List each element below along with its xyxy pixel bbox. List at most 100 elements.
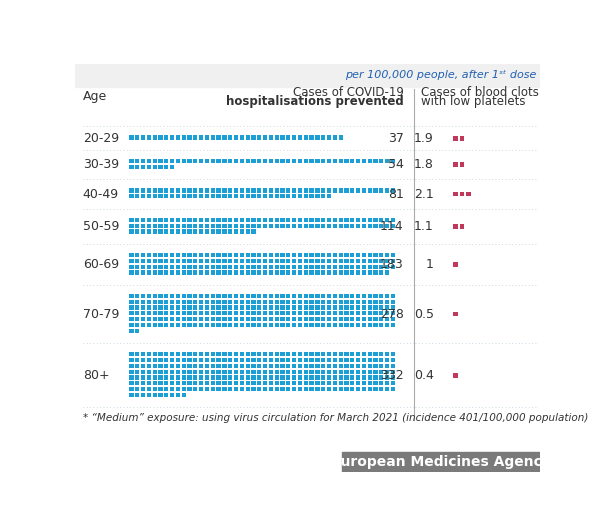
Bar	[315, 305, 320, 310]
Bar	[182, 218, 186, 222]
Bar	[245, 188, 250, 192]
Bar	[176, 393, 180, 397]
Bar	[362, 188, 366, 192]
Bar	[350, 387, 355, 391]
Bar	[182, 311, 186, 315]
Bar	[275, 311, 279, 315]
Bar	[146, 165, 151, 169]
Bar	[135, 218, 139, 222]
Bar	[251, 229, 256, 234]
Bar	[193, 194, 197, 198]
Bar	[152, 253, 157, 257]
Bar	[141, 188, 145, 192]
Bar	[310, 264, 314, 269]
Bar	[292, 317, 296, 321]
Bar	[222, 364, 227, 368]
Bar	[158, 270, 163, 275]
Bar	[146, 364, 151, 368]
Bar	[298, 135, 302, 139]
Bar	[164, 299, 169, 304]
Bar	[275, 224, 279, 228]
Bar	[164, 229, 169, 234]
Bar	[373, 387, 377, 391]
Bar	[310, 369, 314, 374]
Bar	[338, 358, 343, 362]
Bar	[280, 352, 284, 357]
Bar	[211, 352, 215, 357]
Bar	[280, 135, 284, 139]
Bar	[356, 259, 360, 263]
Bar	[193, 259, 197, 263]
Bar	[222, 264, 227, 269]
Bar	[362, 381, 366, 385]
Bar	[158, 194, 163, 198]
Bar	[292, 381, 296, 385]
Bar	[217, 259, 221, 263]
Bar	[362, 259, 366, 263]
Bar	[350, 253, 355, 257]
Bar	[193, 224, 197, 228]
Bar	[391, 259, 395, 263]
Bar	[356, 305, 360, 310]
Bar	[275, 253, 279, 257]
Bar	[170, 194, 174, 198]
Bar	[176, 194, 180, 198]
Bar	[228, 305, 232, 310]
Bar	[141, 159, 145, 163]
Bar	[251, 135, 256, 139]
Bar	[257, 188, 262, 192]
Text: 40-49: 40-49	[83, 188, 119, 201]
Bar	[164, 387, 169, 391]
Bar	[176, 311, 180, 315]
Bar	[199, 188, 203, 192]
Bar	[362, 364, 366, 368]
Bar	[332, 299, 337, 304]
Bar	[170, 369, 174, 374]
Bar	[129, 381, 134, 385]
Bar	[373, 352, 377, 357]
Text: per 100,000 people, after 1ˢᵗ dose: per 100,000 people, after 1ˢᵗ dose	[345, 70, 536, 80]
Text: Cases of COVID-19: Cases of COVID-19	[293, 85, 404, 99]
Bar	[217, 381, 221, 385]
Bar	[170, 165, 174, 169]
Bar	[362, 375, 366, 379]
Bar	[217, 323, 221, 327]
Bar	[269, 159, 273, 163]
Bar	[164, 259, 169, 263]
Bar	[199, 358, 203, 362]
Bar	[350, 352, 355, 357]
Bar	[228, 229, 232, 234]
Bar	[385, 375, 389, 379]
Bar	[239, 311, 244, 315]
Bar	[304, 135, 308, 139]
Bar	[327, 375, 331, 379]
Bar	[158, 317, 163, 321]
Bar	[344, 159, 349, 163]
Bar	[164, 364, 169, 368]
Text: 278: 278	[380, 307, 404, 321]
Bar	[170, 317, 174, 321]
Bar	[269, 224, 273, 228]
Bar	[338, 135, 343, 139]
Bar	[332, 305, 337, 310]
Bar	[170, 387, 174, 391]
Bar	[275, 299, 279, 304]
Bar	[234, 270, 238, 275]
Bar	[385, 311, 389, 315]
Text: hospitalisations prevented: hospitalisations prevented	[226, 95, 404, 108]
Bar	[211, 135, 215, 139]
Bar	[327, 381, 331, 385]
Bar	[146, 294, 151, 298]
Bar	[199, 270, 203, 275]
Bar	[164, 311, 169, 315]
Bar	[344, 294, 349, 298]
Bar	[373, 224, 377, 228]
Bar	[362, 294, 366, 298]
Bar	[310, 358, 314, 362]
Bar	[222, 369, 227, 374]
Bar	[373, 369, 377, 374]
Bar	[234, 259, 238, 263]
Bar	[385, 253, 389, 257]
Bar	[251, 358, 256, 362]
Bar	[146, 159, 151, 163]
